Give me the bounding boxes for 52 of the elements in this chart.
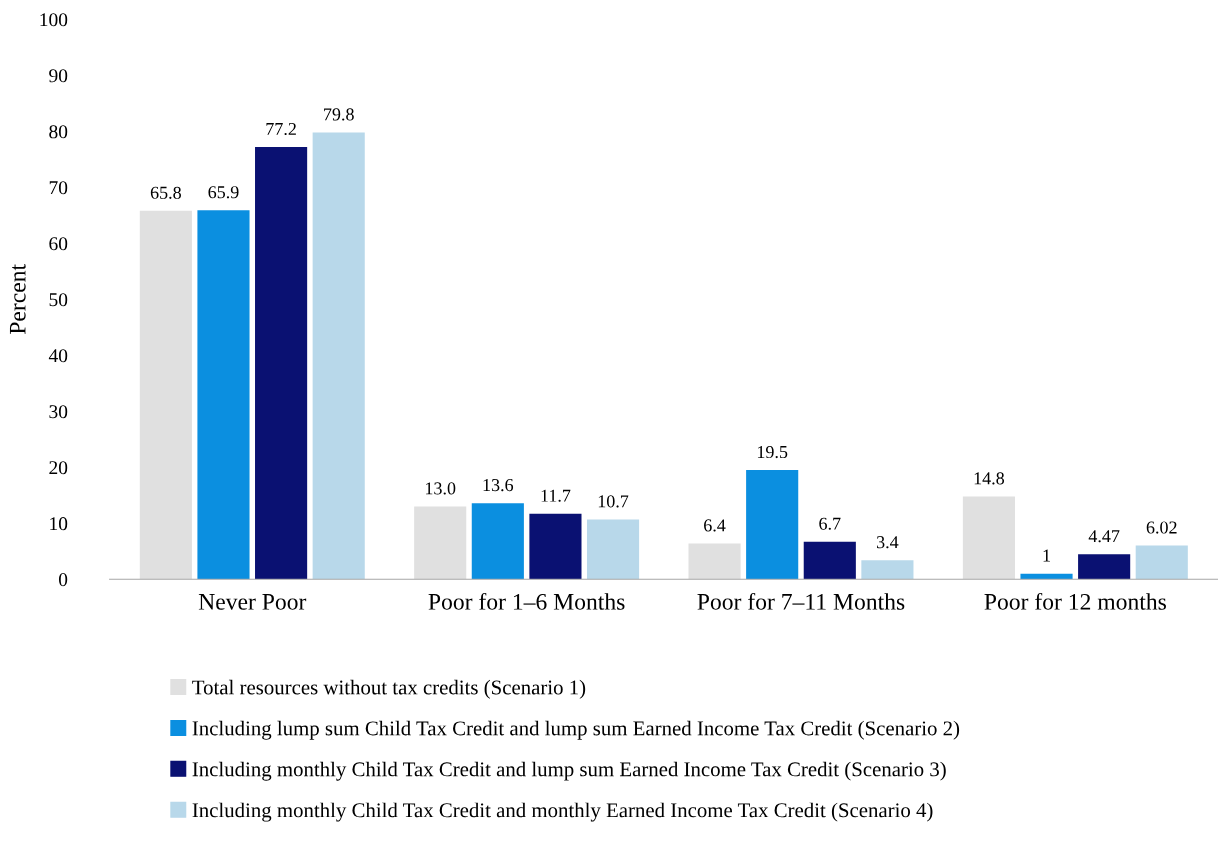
data-label: 65.9: [208, 186, 239, 199]
y-tick-label: 70: [49, 181, 68, 195]
y-tick-label: 30: [49, 405, 68, 419]
bar: [803, 541, 856, 580]
bar: [414, 506, 467, 580]
data-label: 3.4: [876, 536, 899, 549]
y-tick-label: 0: [58, 573, 68, 587]
data-label: 13.6: [483, 479, 514, 492]
data-label: 11.7: [541, 489, 571, 502]
x-tick-label: Poor for 1–6 Months: [428, 592, 625, 610]
bar: [861, 560, 914, 580]
legend-label: Total resources without tax credits (Scenario 1): [192, 679, 586, 699]
data-label: 4.47: [1088, 530, 1120, 543]
y-tick-label: 80: [49, 125, 68, 139]
y-tick-label: 40: [48, 349, 68, 363]
data-label: 6.02: [1146, 521, 1177, 534]
data-label: 13.0: [426, 482, 456, 495]
y-tick-label: 90: [49, 69, 68, 83]
bar: [688, 543, 741, 580]
data-label: 1: [1043, 549, 1050, 562]
y-tick-label: 10: [50, 517, 68, 531]
bar: [139, 210, 192, 580]
bar: [746, 470, 799, 580]
data-label: 79.8: [324, 108, 354, 121]
data-label: 6.4: [704, 519, 726, 532]
bar: [1078, 554, 1131, 580]
data-label: 6.7: [819, 517, 841, 530]
data-label: 77.2: [266, 122, 296, 136]
bar: [586, 519, 640, 580]
bar: [1020, 573, 1073, 580]
bar: [312, 132, 365, 580]
y-axis-title: Percent: [9, 264, 26, 335]
legend-label: Including lump sum Child Tax Credit and lump sum Earned Income Tax Credit (Scenario 2): [192, 720, 960, 740]
data-label: 19.5: [757, 445, 788, 459]
x-tick-label: Poor for 7–11 Months: [697, 592, 905, 610]
bar: [962, 496, 1015, 580]
y-tick-label: 60: [49, 237, 68, 251]
y-tick-label: 50: [49, 293, 68, 307]
x-tick-label: Poor for 12 months: [984, 592, 1166, 610]
bar: [255, 147, 308, 580]
bar: [471, 503, 524, 580]
data-label: 14.8: [974, 472, 1005, 485]
bar: [197, 210, 250, 580]
legend-label: Including monthly Child Tax Credit and lump sum Earned Income Tax Credit (Scenario 3): [192, 761, 946, 781]
bar: [1135, 545, 1188, 580]
data-label: 10.7: [598, 495, 629, 508]
legend-label: Including monthly Child Tax Credit and monthly Earned Income Tax Credit (Scenario 4): [192, 802, 933, 822]
bar: [529, 513, 582, 580]
x-tick-label: Never Poor: [198, 594, 307, 610]
y-tick-label: 100: [40, 13, 68, 27]
y-tick-label: 20: [49, 461, 68, 475]
data-label: 65.8: [150, 186, 181, 199]
